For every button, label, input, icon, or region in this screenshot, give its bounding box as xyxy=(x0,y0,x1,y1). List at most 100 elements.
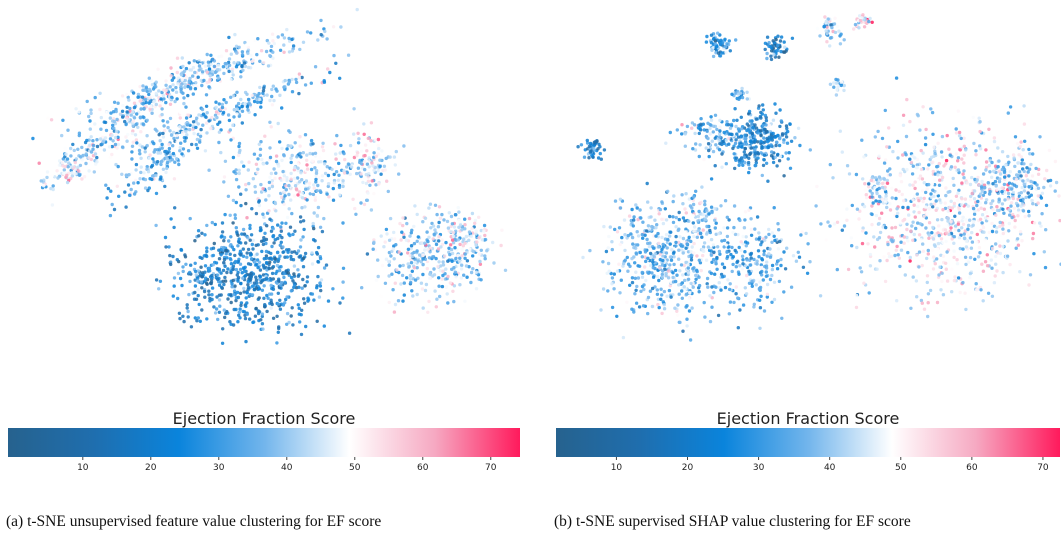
scatter-point xyxy=(696,219,700,223)
scatter-point xyxy=(230,285,234,289)
scatter-point xyxy=(749,146,753,150)
scatter-point xyxy=(251,320,255,325)
scatter-point xyxy=(737,272,741,276)
scatter-point xyxy=(269,44,274,49)
scatter-point xyxy=(270,184,275,189)
scatter-point xyxy=(285,322,289,326)
scatter-point xyxy=(236,233,240,237)
scatter-point xyxy=(384,156,388,161)
scatter-point xyxy=(930,248,935,252)
scatter-point xyxy=(952,241,956,245)
scatter-point xyxy=(748,135,753,139)
scatter-point xyxy=(391,247,396,251)
scatter-point xyxy=(1008,170,1012,174)
scatter-point xyxy=(704,258,709,262)
scatter-point xyxy=(767,232,771,237)
scatter-point xyxy=(626,269,630,273)
scatter-point xyxy=(147,76,151,80)
scatter-point xyxy=(754,237,759,241)
scatter-point xyxy=(227,239,231,243)
scatter-point xyxy=(396,299,401,303)
scatter-point xyxy=(711,54,716,59)
scatter-point xyxy=(141,84,145,88)
scatter-point xyxy=(1001,270,1005,275)
scatter-point xyxy=(703,315,707,319)
scatter-point xyxy=(678,320,682,325)
scatter-point xyxy=(102,148,107,152)
scatter-point xyxy=(932,194,936,198)
scatter-point xyxy=(901,123,906,128)
scatter-point xyxy=(979,206,983,210)
scatter-point xyxy=(645,229,649,233)
scatter-point xyxy=(786,157,790,161)
scatter-point xyxy=(915,157,920,162)
scatter-point xyxy=(940,134,945,139)
scatter-point xyxy=(251,177,255,181)
scatter-point xyxy=(649,215,653,219)
scatter-point xyxy=(114,132,119,136)
scatter-point xyxy=(342,171,347,175)
scatter-point xyxy=(205,282,209,286)
scatter-point xyxy=(905,222,909,226)
scatter-point xyxy=(177,125,182,129)
scatter-point xyxy=(199,78,204,83)
scatter-point xyxy=(1001,244,1005,249)
scatter-point xyxy=(157,148,162,152)
scatter-point xyxy=(694,189,698,193)
scatter-point xyxy=(194,297,199,301)
scatter-point xyxy=(301,256,306,261)
scatter-point xyxy=(69,154,73,158)
scatter-point xyxy=(161,167,166,171)
scatter-point xyxy=(877,221,881,226)
scatter-point xyxy=(226,297,230,301)
scatter-point xyxy=(920,177,925,181)
scatter-point xyxy=(709,253,714,257)
scatter-point xyxy=(91,147,95,151)
scatter-point xyxy=(222,180,226,184)
scatter-point xyxy=(1017,211,1022,215)
scatter-point xyxy=(715,127,719,132)
scatter-point xyxy=(434,256,438,261)
scatter-point xyxy=(772,297,777,302)
scatter-point xyxy=(262,284,266,288)
scatter-point xyxy=(837,29,841,33)
scatter-point xyxy=(993,179,998,184)
scatter-point xyxy=(896,139,900,144)
scatter-point xyxy=(1022,169,1026,174)
scatter-point xyxy=(270,94,274,99)
scatter-point xyxy=(973,166,977,170)
scatter-point xyxy=(261,242,266,247)
scatter-point xyxy=(264,254,269,258)
scatter-point xyxy=(236,101,241,106)
scatter-point xyxy=(987,230,991,235)
scatter-point xyxy=(966,233,971,237)
scatter-point xyxy=(976,255,981,259)
scatter-point xyxy=(186,84,190,89)
scatter-point xyxy=(236,153,241,158)
scatter-point xyxy=(220,221,225,225)
scatter-point xyxy=(271,265,276,269)
scatter-point xyxy=(750,279,754,283)
scatter-point xyxy=(764,123,768,127)
scatter-point xyxy=(906,239,910,243)
scatter-point xyxy=(73,160,78,165)
scatter-point xyxy=(906,250,910,255)
scatter-point xyxy=(703,199,707,203)
scatter-point xyxy=(425,230,429,234)
scatter-point xyxy=(250,242,254,247)
scatter-point xyxy=(168,253,172,258)
scatter-point xyxy=(915,163,919,167)
scatter-point xyxy=(114,162,118,167)
scatter-point xyxy=(697,228,701,233)
scatter-point xyxy=(919,298,924,303)
scatter-point xyxy=(222,245,226,250)
scatter-point xyxy=(465,259,470,263)
scatter-point xyxy=(254,162,259,166)
scatter-point xyxy=(238,316,242,320)
scatter-point xyxy=(399,282,403,286)
scatter-point xyxy=(739,127,744,131)
scatter-point xyxy=(759,273,764,277)
scatter-point xyxy=(299,332,304,337)
scatter-point xyxy=(725,120,729,124)
scatter-point xyxy=(246,285,251,290)
